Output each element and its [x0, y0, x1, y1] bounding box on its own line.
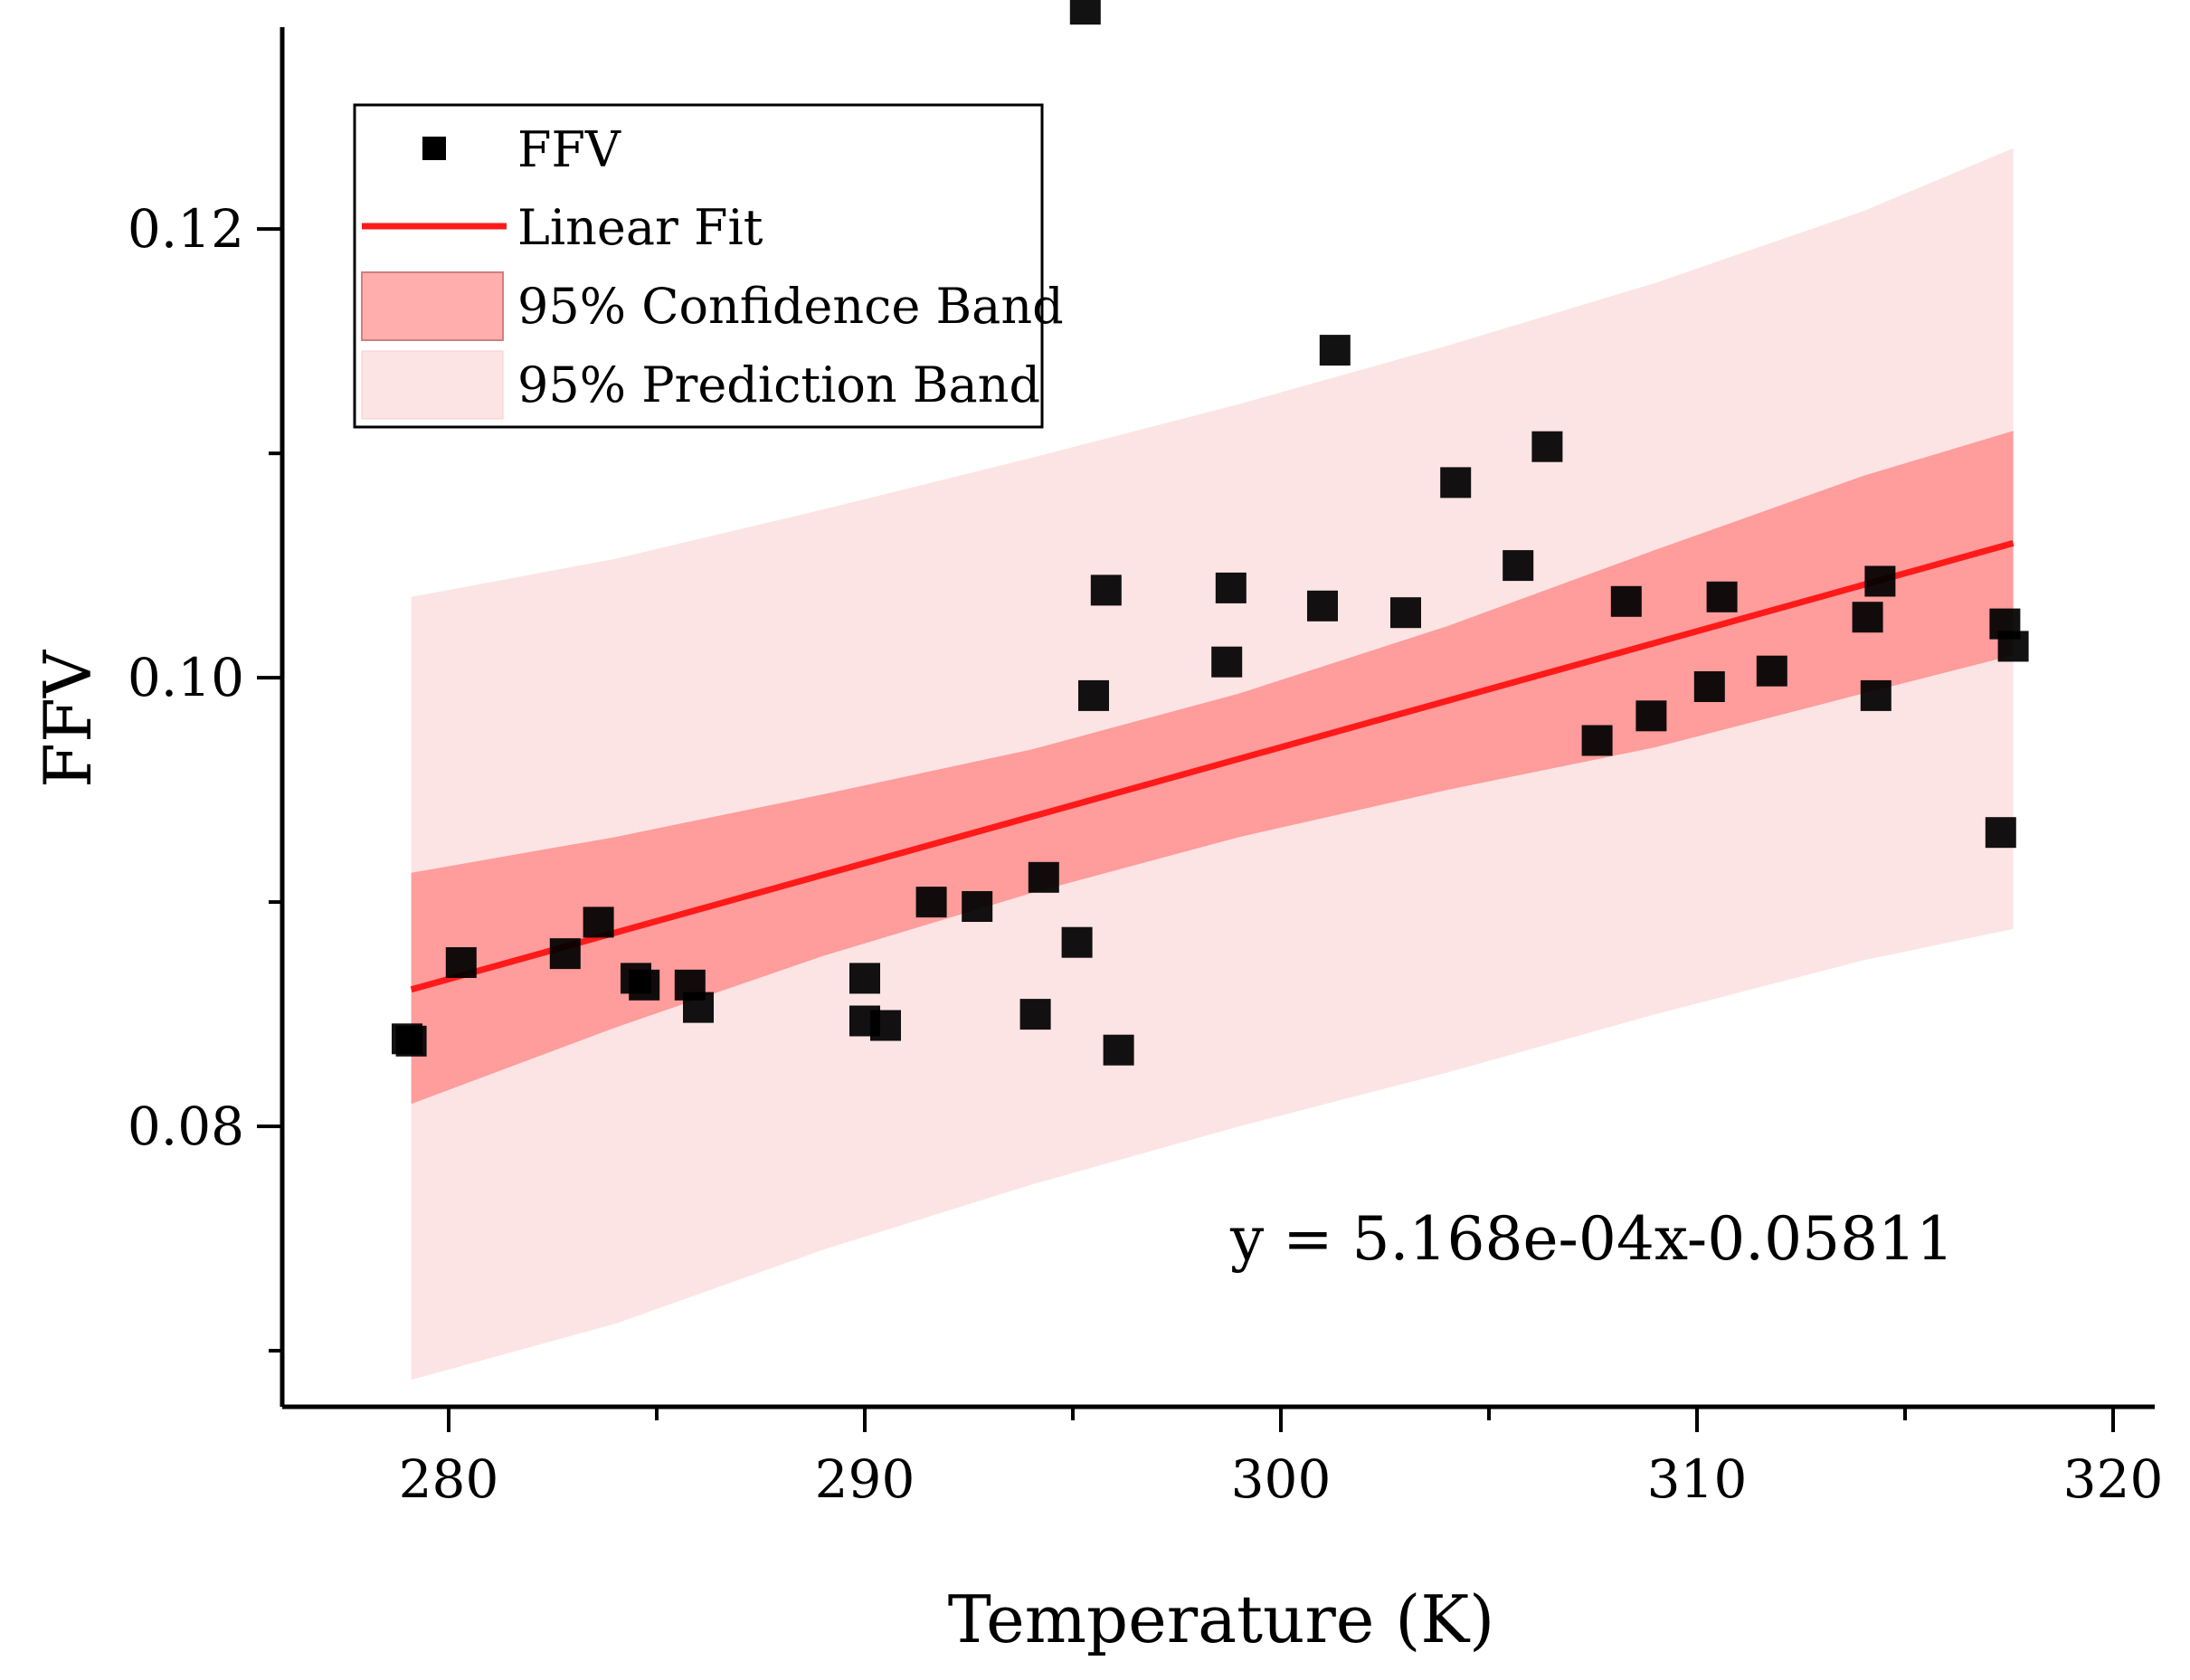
data-point: [1215, 572, 1247, 603]
legend-label-prediction: 95% Prediction Band: [517, 356, 1040, 413]
data-point: [1061, 926, 1093, 958]
data-point: [1440, 467, 1472, 498]
data-point: [1103, 1034, 1134, 1066]
legend-label-confidence: 95% Confidence Band: [517, 278, 1064, 335]
data-point: [1581, 725, 1613, 756]
legend-label-points: FFV: [517, 121, 621, 178]
data-point: [629, 969, 660, 1001]
data-point: [1390, 597, 1421, 629]
legend-swatch-confidence: [361, 271, 504, 341]
data-point: [1078, 679, 1109, 711]
scatter-points: [392, 0, 2029, 1066]
data-point: [1610, 585, 1642, 617]
y-tick-label: 0.10: [128, 647, 244, 708]
data-point: [445, 947, 477, 978]
data-point: [583, 906, 614, 938]
data-point: [1852, 602, 1883, 633]
data-point: [870, 1010, 901, 1041]
data-point: [1860, 679, 1891, 711]
data-point: [1211, 646, 1243, 678]
data-point: [1693, 671, 1725, 702]
data-point: [849, 963, 880, 994]
legend-swatch-points: [422, 137, 446, 160]
data-point: [1019, 999, 1051, 1030]
data-point: [549, 938, 581, 970]
data-point: [1864, 565, 1896, 597]
y-axis-title: FFV: [30, 649, 106, 788]
legend-swatch-prediction: [361, 350, 504, 420]
data-point: [1635, 700, 1667, 732]
y-axis-ticks: 0.08 0.10 0.12: [128, 198, 282, 1353]
x-tick-label: 290: [815, 1448, 915, 1510]
x-tick-label: 320: [2063, 1448, 2164, 1510]
data-point: [1997, 631, 2029, 662]
linear-fit-line: [410, 539, 2015, 993]
data-point: [1706, 581, 1738, 612]
data-point: [1307, 590, 1338, 622]
x-axis-ticks: 280 290 300 310 320: [399, 1407, 2164, 1510]
x-tick-label: 280: [399, 1448, 499, 1510]
data-point: [395, 1025, 427, 1057]
data-point: [1069, 0, 1101, 25]
x-tick-label: 310: [1647, 1448, 1748, 1510]
y-tick-label: 0.12: [128, 198, 244, 260]
data-point: [1503, 550, 1534, 582]
data-point: [683, 992, 714, 1023]
axes: 280 290 300 310 320 0.08 0.10 0.12: [128, 27, 2164, 1510]
x-axis-title: Temperature (K): [948, 1581, 1495, 1657]
data-point: [1531, 431, 1563, 462]
x-tick-label: 300: [1231, 1448, 1332, 1510]
y-tick-label: 0.08: [128, 1096, 244, 1157]
data-point: [1756, 655, 1787, 687]
legend: FFV Linear Fit 95% Confidence Band 95% P…: [353, 103, 1064, 429]
data-point: [1090, 574, 1122, 606]
data-point: [1028, 861, 1059, 893]
data-point: [962, 891, 993, 922]
regression-equation: y = 5.168e-04x-0.05811: [1229, 1204, 1954, 1274]
plot-area: [392, 0, 2029, 1381]
legend-label-fit: Linear Fit: [517, 199, 763, 256]
data-point: [1319, 335, 1351, 366]
data-point: [1985, 817, 2016, 849]
data-point: [915, 887, 947, 918]
